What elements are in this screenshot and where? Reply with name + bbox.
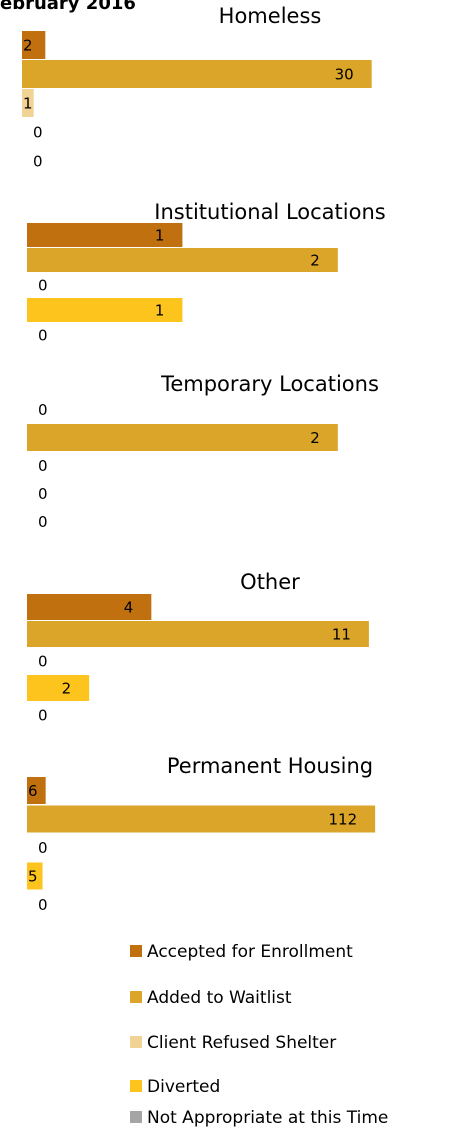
legend-swatch: [130, 1080, 142, 1092]
bar: [27, 777, 46, 804]
value-label: 2: [310, 429, 320, 447]
value-label: 0: [38, 839, 48, 857]
legend-swatch: [130, 1111, 142, 1123]
value-label: 0: [38, 513, 48, 531]
value-label: 0: [38, 327, 48, 345]
value-label: 0: [38, 707, 48, 725]
legend-label: Client Refused Shelter: [147, 1033, 336, 1053]
bar: [27, 862, 43, 890]
bar: [22, 89, 34, 117]
value-label: 1: [155, 302, 165, 320]
value-label: 0: [38, 896, 48, 914]
value-label: 0: [38, 653, 48, 671]
bar: [27, 675, 90, 701]
legend-label: Accepted for Enrollment: [147, 942, 353, 962]
value-label: 0: [38, 277, 48, 295]
legend-swatch: [130, 945, 142, 957]
bar: [27, 223, 183, 247]
panel-title: Temporary Locations: [160, 372, 379, 396]
panel-title: Institutional Locations: [154, 200, 385, 224]
value-label: 5: [28, 868, 38, 886]
legend-label: Diverted: [147, 1077, 220, 1097]
value-label: 2: [62, 680, 72, 698]
value-label: 112: [328, 811, 357, 829]
value-label: 30: [335, 66, 354, 84]
legend-swatch: [130, 1036, 142, 1048]
bar: [27, 594, 152, 620]
value-label: 2: [23, 37, 33, 55]
bar: [27, 248, 338, 272]
value-label: 11: [332, 626, 351, 644]
bar: [22, 31, 46, 59]
value-label: 1: [23, 95, 33, 113]
bar: [27, 424, 338, 451]
legend-swatch: [130, 991, 142, 1003]
legend-label: Added to Waitlist: [147, 988, 292, 1008]
chart-title: ebruary 2016: [0, 0, 136, 14]
value-label: 0: [38, 485, 48, 503]
bar: [27, 298, 183, 322]
panel-title: Permanent Housing: [167, 754, 373, 778]
panel-title: Homeless: [219, 4, 322, 28]
value-label: 0: [33, 124, 43, 142]
value-label: 1: [155, 227, 165, 245]
bar: [22, 60, 372, 88]
panel-title: Other: [240, 570, 300, 594]
value-label: 6: [28, 782, 38, 800]
value-label: 0: [38, 457, 48, 475]
bar: [27, 621, 369, 647]
value-label: 2: [310, 252, 320, 270]
value-label: 0: [38, 401, 48, 419]
legend-label: Not Appropriate at this Time: [147, 1108, 388, 1128]
value-label: 0: [33, 153, 43, 171]
bar: [27, 805, 376, 833]
value-label: 4: [124, 599, 134, 617]
